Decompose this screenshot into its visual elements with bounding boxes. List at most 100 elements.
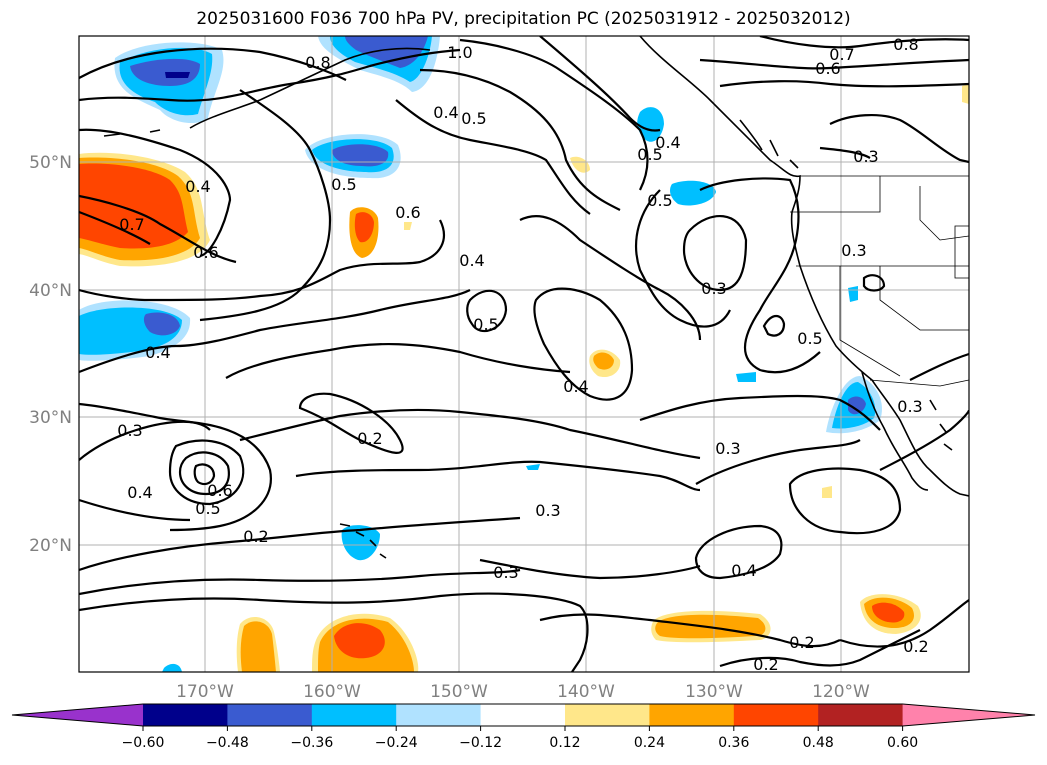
- contour-label: 0.2: [243, 527, 268, 546]
- contour-label: 0.5: [473, 315, 498, 334]
- contour-label: 0.6: [395, 203, 420, 222]
- pv-contour-line: [909, 352, 969, 381]
- pv-contour-line: [879, 409, 969, 471]
- contour-label: 0.3: [535, 501, 560, 520]
- pv-contour-line: [699, 58, 969, 70]
- contour-label: 0.4: [185, 177, 210, 196]
- colorbar-tick-label: −0.12: [459, 735, 502, 751]
- colorbar-segment: [649, 704, 735, 726]
- pv-contour-line: [79, 516, 521, 572]
- pv-contour-line: [79, 128, 232, 258]
- contour-label: 0.6: [207, 481, 232, 500]
- pv-contour-line: [829, 113, 969, 164]
- colorbar-tick-label: −0.24: [375, 735, 418, 751]
- precip-negative-region: [332, 144, 389, 167]
- colorbar-segment: [311, 704, 397, 726]
- contour-label: 0.2: [789, 633, 814, 652]
- contour-label: 1.0: [447, 43, 472, 62]
- pv-contour-line: [719, 80, 969, 88]
- pv-contour-line: [466, 289, 508, 333]
- precip-positive-region: [962, 84, 969, 104]
- precip-negative-region: [162, 663, 182, 672]
- precip-negative-region: [345, 36, 428, 68]
- pv-contour-line: [79, 568, 521, 596]
- colorbar-segment: [143, 704, 228, 726]
- contour-label: 0.8: [305, 53, 330, 72]
- pv-contour-line: [168, 439, 245, 506]
- longitude-labels: 170°W 160°W 150°W 140°W 130°W 120°W: [176, 682, 870, 702]
- precip-positive-region: [593, 352, 614, 370]
- colorbar-tick-label: −0.36: [290, 735, 333, 751]
- lon-tick-label: 140°W: [557, 682, 615, 702]
- lat-tick-label: 50°N: [29, 153, 72, 173]
- pv-contour-line: [419, 68, 621, 211]
- contour-label: 0.4: [433, 103, 458, 122]
- colorbar-tick-label: 0.12: [549, 735, 580, 751]
- precip-positive-region: [822, 486, 832, 498]
- pv-contour-line: [79, 592, 589, 672]
- contour-label: 0.2: [753, 655, 778, 674]
- precip-positive-region: [79, 163, 188, 249]
- pv-contour-line: [79, 48, 461, 102]
- contour-label: 0.3: [715, 439, 740, 458]
- colorbar-segment: [818, 704, 904, 726]
- colorbar-segment: [480, 704, 566, 726]
- contour-label: 0.3: [493, 563, 518, 582]
- pv-contour-line: [193, 463, 216, 486]
- contour-label: 0.8: [893, 35, 918, 54]
- pv-contour-line: [178, 451, 230, 496]
- contour-label: 0.4: [731, 561, 756, 580]
- lat-tick-label: 40°N: [29, 281, 72, 301]
- contour-label: 0.2: [903, 637, 928, 656]
- political-borders: [790, 175, 969, 387]
- pv-contour-line: [79, 194, 237, 264]
- pv-contour-line: [839, 599, 969, 648]
- pv-contour-line: [459, 38, 649, 191]
- precip-negative-region: [848, 286, 858, 302]
- colorbar-segment: [227, 704, 313, 726]
- contour-label: 0.5: [637, 145, 662, 164]
- colorbar-segment: [733, 704, 819, 726]
- precip-negative-region: [736, 372, 756, 382]
- precip-negative-region: [165, 72, 190, 78]
- pv-contour-line: [539, 36, 661, 132]
- contour-label: 0.2: [357, 429, 382, 448]
- colorbar: −0.60 −0.48 −0.36 −0.24 −0.12 0.12 0.24 0.36 0.4…: [11, 703, 1036, 751]
- pv-contour-line: [479, 558, 701, 580]
- pv-contour-line: [395, 99, 591, 215]
- pv-contour-line: [699, 177, 821, 374]
- contour-label: 0.6: [193, 243, 218, 262]
- colorbar-tick-label: −0.60: [122, 735, 165, 751]
- pv-contour-line: [719, 629, 921, 668]
- graticule: [79, 36, 969, 672]
- pv-contour-line: [819, 146, 871, 159]
- pv-contour-line: [79, 289, 471, 374]
- map-frame: [78, 35, 970, 673]
- lon-tick-label: 150°W: [430, 682, 488, 702]
- pv-contour-line: [79, 498, 191, 522]
- lon-tick-label: 120°W: [812, 682, 870, 702]
- precip-positive-region: [404, 222, 412, 230]
- pv-contour-line: [694, 524, 783, 580]
- colorbar-tick-label: 0.36: [718, 735, 749, 751]
- contour-label: 0.3: [897, 397, 922, 416]
- pv-contour-line: [79, 210, 151, 245]
- contour-label: 0.3: [701, 279, 726, 298]
- colorbar-tick-label: −0.48: [206, 735, 249, 751]
- contour-label: 0.4: [145, 343, 170, 362]
- precip-negative-region: [341, 525, 380, 561]
- pv-contour-line: [239, 408, 701, 460]
- contour-label: 0.6: [815, 59, 840, 78]
- pv-contour-line: [695, 439, 861, 485]
- contour-label: 0.5: [461, 109, 486, 128]
- colorbar-segment: [565, 704, 650, 726]
- contour-label: 0.5: [797, 329, 822, 348]
- precip-negative-region: [526, 464, 540, 470]
- contour-label: 0.7: [119, 215, 144, 234]
- pv-contour-line: [298, 392, 404, 454]
- contour-label: 0.5: [331, 175, 356, 194]
- contour-label: 0.5: [647, 191, 672, 210]
- precip-positive-region: [872, 602, 905, 623]
- lon-tick-label: 170°W: [176, 682, 234, 702]
